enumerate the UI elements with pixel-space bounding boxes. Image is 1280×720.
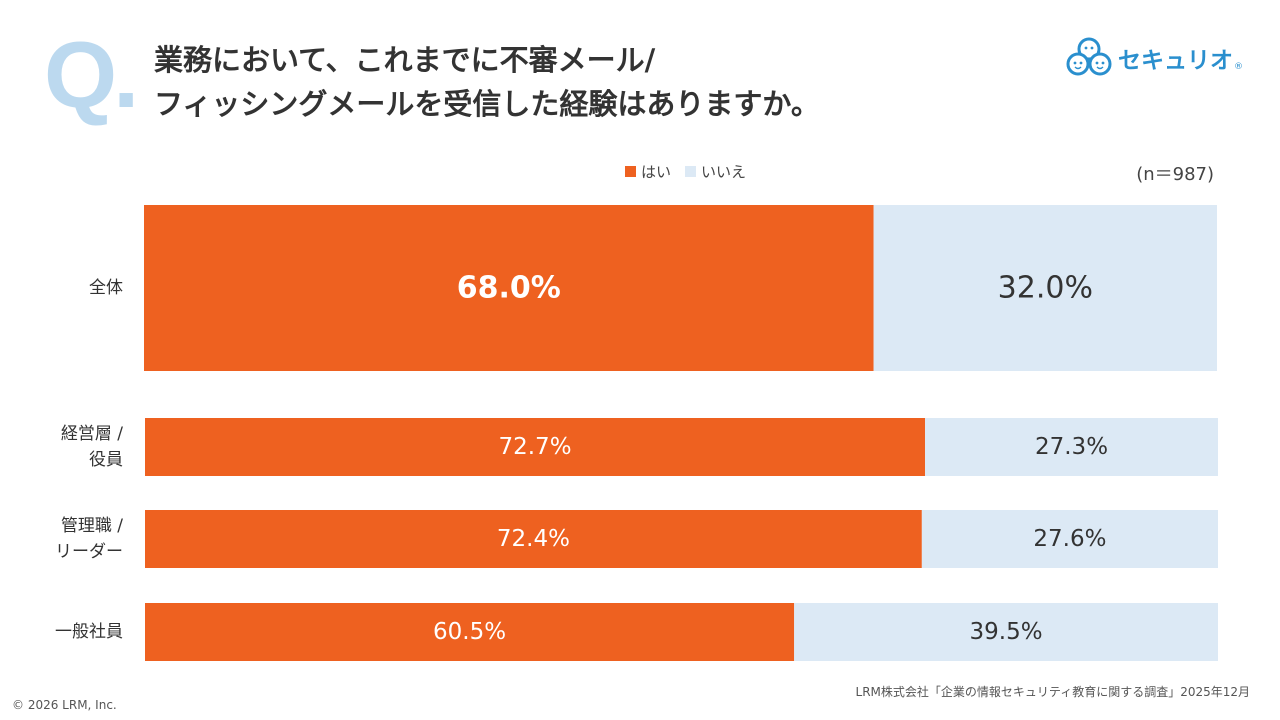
category-label-3-0: 一般社員 xyxy=(55,622,123,642)
bar-no-3 xyxy=(794,603,1218,661)
category-label-1-0: 経営層 / xyxy=(61,424,123,444)
legend-item-no: いいえ xyxy=(685,161,746,182)
category-label-2-1: リーダー xyxy=(55,542,123,562)
data-label-no-2: 27.6% xyxy=(1033,526,1106,552)
sample-size: (n＝987) xyxy=(1136,164,1214,185)
bar-no-0 xyxy=(873,205,1217,371)
legend-item-yes: はい xyxy=(625,161,671,182)
category-label-1-1: 役員 xyxy=(89,450,123,470)
legend-swatch-yes xyxy=(625,165,636,177)
copyright: © 2026 LRM, Inc. xyxy=(12,698,117,712)
data-label-no-1: 27.3% xyxy=(1035,434,1108,460)
registered-mark: ® xyxy=(1234,62,1243,72)
bar-no-1 xyxy=(925,418,1218,476)
question-mark-q: Q. xyxy=(44,22,139,127)
question-title: 業務において、これまでに不審メール/ フィッシングメールを受信した経験はあります… xyxy=(154,38,820,126)
mascot-icon xyxy=(1066,37,1112,76)
data-label-yes-3: 60.5% xyxy=(433,619,506,645)
logo-text: セキュリオ xyxy=(1118,48,1233,74)
data-label-yes-1: 72.7% xyxy=(498,434,571,460)
data-label-no-3: 39.5% xyxy=(970,619,1043,645)
data-label-yes-0: 68.0% xyxy=(457,271,561,306)
data-label-no-0: 32.0% xyxy=(998,271,1093,306)
legend-label-yes: はい xyxy=(641,162,672,181)
category-label-0-0: 全体 xyxy=(89,278,123,298)
bar-yes-3 xyxy=(145,603,795,661)
data-label-yes-2: 72.4% xyxy=(497,526,570,552)
bar-yes-2 xyxy=(145,510,922,568)
bar-yes-1 xyxy=(145,418,926,476)
chart-legend: はい いいえ xyxy=(625,160,760,182)
question-line-2: フィッシングメールを受信した経験はありますか。 xyxy=(154,87,820,121)
legend-label-no: いいえ xyxy=(701,162,747,181)
bar-yes-0 xyxy=(144,205,874,371)
bar-no-2 xyxy=(921,510,1218,568)
question-line-1: 業務において、これまでに不審メール/ xyxy=(154,43,656,77)
source-note: LRM株式会社「企業の情報セキュリティ教育に関する調査」2025年12月 xyxy=(855,685,1250,699)
legend-swatch-no xyxy=(685,165,697,177)
brand-logo: セキュリオ ® xyxy=(1066,36,1243,80)
category-label-2-0: 管理職 / xyxy=(61,516,123,536)
